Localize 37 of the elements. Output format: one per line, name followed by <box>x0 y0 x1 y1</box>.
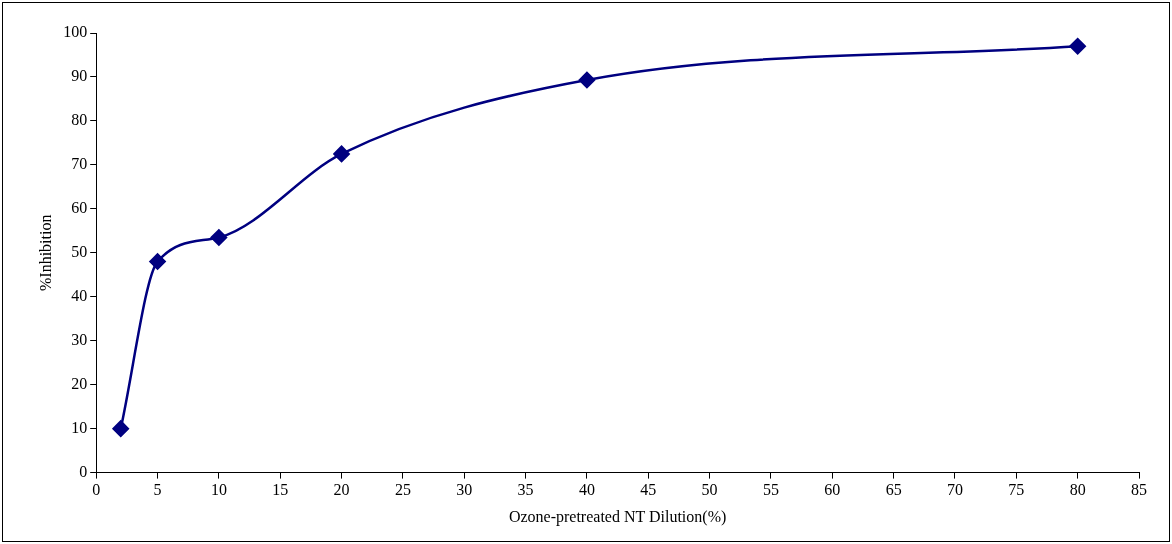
y-tick-label: 30 <box>71 330 88 348</box>
point <box>149 253 166 270</box>
point <box>1069 37 1086 55</box>
x-tick-label: 70 <box>946 481 963 499</box>
y-tick-label: 0 <box>79 462 88 480</box>
x-axis-title: Ozone-pretreated NT Dilution(%) <box>508 507 727 526</box>
x-tick-label: 30 <box>456 481 473 499</box>
x-tick-label: 85 <box>1131 481 1147 499</box>
x-tick-label: 65 <box>885 481 902 499</box>
x-tick-label: 35 <box>517 481 534 499</box>
x-tick-label: 5 <box>153 481 162 499</box>
x-tick-label: 55 <box>762 481 779 499</box>
x-tick-label: 25 <box>394 481 411 499</box>
y-tick-label: 80 <box>71 111 88 129</box>
x-tick-label: 50 <box>701 481 718 499</box>
y-tick-label: 10 <box>71 418 88 436</box>
x-tick-label: 80 <box>1069 481 1086 499</box>
x-tick-label: 75 <box>1008 481 1025 499</box>
y-tick-label: 100 <box>63 23 88 41</box>
x-tick-label: 40 <box>578 481 595 499</box>
x-tick-label: 15 <box>272 481 289 499</box>
y-tick-label: 70 <box>71 155 88 173</box>
point <box>112 420 129 437</box>
y-tick-label: 60 <box>71 199 88 217</box>
x-tick-label: 20 <box>333 481 350 499</box>
y-tick-label: 90 <box>71 67 88 85</box>
y-tick-label: 40 <box>71 286 88 304</box>
point <box>333 145 350 163</box>
x-tick-label: 0 <box>92 481 101 499</box>
y-tick-label: 50 <box>71 243 88 260</box>
y-axis-title: %Inhibition <box>36 214 54 292</box>
x-tick-label: 60 <box>824 481 841 499</box>
x-tick-label: 10 <box>210 481 227 499</box>
point <box>210 229 228 246</box>
x-tick-label: 45 <box>640 481 657 499</box>
point <box>578 71 596 89</box>
y-tick-label: 20 <box>71 374 88 392</box>
